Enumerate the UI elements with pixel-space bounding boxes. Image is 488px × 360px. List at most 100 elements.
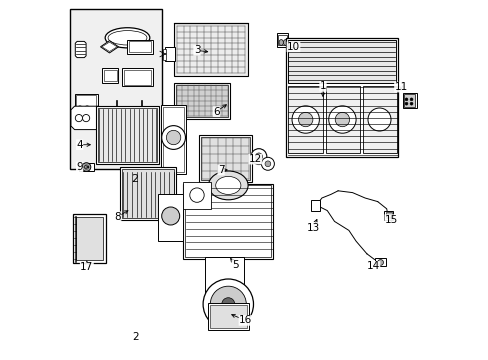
Bar <box>158 194 183 241</box>
Ellipse shape <box>261 157 274 170</box>
Ellipse shape <box>409 102 412 105</box>
Bar <box>76 217 103 260</box>
Text: 11: 11 <box>394 82 407 92</box>
Bar <box>207 303 248 330</box>
Ellipse shape <box>264 161 270 167</box>
Ellipse shape <box>279 40 283 45</box>
Text: 1: 1 <box>319 81 325 91</box>
Bar <box>98 108 157 162</box>
Bar <box>174 23 247 76</box>
Ellipse shape <box>328 106 355 133</box>
Ellipse shape <box>108 31 146 45</box>
Text: 14: 14 <box>366 261 379 271</box>
Ellipse shape <box>82 114 89 122</box>
Text: 3: 3 <box>193 45 200 55</box>
Text: 6: 6 <box>213 107 219 117</box>
Bar <box>163 49 166 60</box>
Text: 4: 4 <box>76 140 83 150</box>
Bar <box>79 163 94 171</box>
Ellipse shape <box>84 106 90 112</box>
Bar <box>106 110 149 131</box>
Ellipse shape <box>404 98 407 101</box>
Bar <box>123 70 151 85</box>
Polygon shape <box>102 42 117 51</box>
Ellipse shape <box>210 286 246 322</box>
Ellipse shape <box>409 98 412 101</box>
Ellipse shape <box>162 126 185 149</box>
Bar <box>104 70 117 81</box>
Ellipse shape <box>367 108 390 131</box>
Ellipse shape <box>222 298 234 311</box>
Text: 8: 8 <box>114 212 121 222</box>
Ellipse shape <box>77 106 82 112</box>
Bar <box>183 184 273 259</box>
Bar <box>76 95 96 113</box>
Polygon shape <box>71 106 102 130</box>
Ellipse shape <box>335 112 349 127</box>
Ellipse shape <box>75 114 82 122</box>
Bar <box>325 86 359 153</box>
Bar <box>163 107 184 172</box>
Bar <box>204 257 244 293</box>
Bar <box>182 182 211 209</box>
Bar <box>122 68 152 86</box>
Ellipse shape <box>255 153 262 160</box>
Bar <box>122 169 174 218</box>
Bar <box>285 38 397 157</box>
Text: 12: 12 <box>248 154 262 164</box>
Ellipse shape <box>404 102 407 105</box>
Ellipse shape <box>283 40 287 45</box>
Ellipse shape <box>82 163 91 171</box>
Text: 9: 9 <box>76 162 83 172</box>
Bar <box>404 94 414 107</box>
Ellipse shape <box>215 176 241 194</box>
Ellipse shape <box>105 28 149 48</box>
Bar <box>75 94 98 115</box>
Bar <box>199 135 251 182</box>
Text: 13: 13 <box>306 222 320 233</box>
Ellipse shape <box>208 171 247 200</box>
Bar <box>362 86 396 153</box>
Bar <box>384 211 392 220</box>
Ellipse shape <box>250 149 266 165</box>
Bar <box>276 33 288 47</box>
Bar <box>185 185 271 257</box>
Text: 16: 16 <box>239 315 252 325</box>
Ellipse shape <box>189 188 204 202</box>
Bar <box>209 305 246 328</box>
Text: 15: 15 <box>384 215 397 225</box>
Text: 5: 5 <box>232 260 238 270</box>
Bar <box>278 35 286 45</box>
Bar <box>165 47 175 61</box>
Bar <box>402 93 416 108</box>
Bar <box>129 41 151 52</box>
Text: 2: 2 <box>132 332 139 342</box>
Ellipse shape <box>166 130 181 145</box>
Bar <box>287 40 395 83</box>
Bar <box>374 258 386 266</box>
Bar <box>70 9 162 169</box>
Ellipse shape <box>84 165 88 169</box>
Text: 7: 7 <box>217 165 224 175</box>
Bar <box>174 83 230 119</box>
Bar <box>127 40 152 54</box>
Bar <box>176 85 228 117</box>
Text: 10: 10 <box>286 42 300 52</box>
Bar <box>161 105 186 174</box>
Polygon shape <box>101 41 118 53</box>
Bar <box>201 137 249 180</box>
Ellipse shape <box>203 279 253 329</box>
Bar <box>288 86 322 153</box>
Bar <box>120 167 176 220</box>
Bar <box>102 68 118 83</box>
Bar <box>73 214 106 263</box>
Ellipse shape <box>298 112 312 127</box>
Bar <box>385 212 391 218</box>
Bar <box>310 200 320 211</box>
Text: 17: 17 <box>80 262 93 272</box>
Bar <box>107 112 147 130</box>
Ellipse shape <box>162 207 179 225</box>
Text: 2: 2 <box>131 174 138 184</box>
Bar <box>96 106 159 164</box>
Polygon shape <box>75 41 86 58</box>
